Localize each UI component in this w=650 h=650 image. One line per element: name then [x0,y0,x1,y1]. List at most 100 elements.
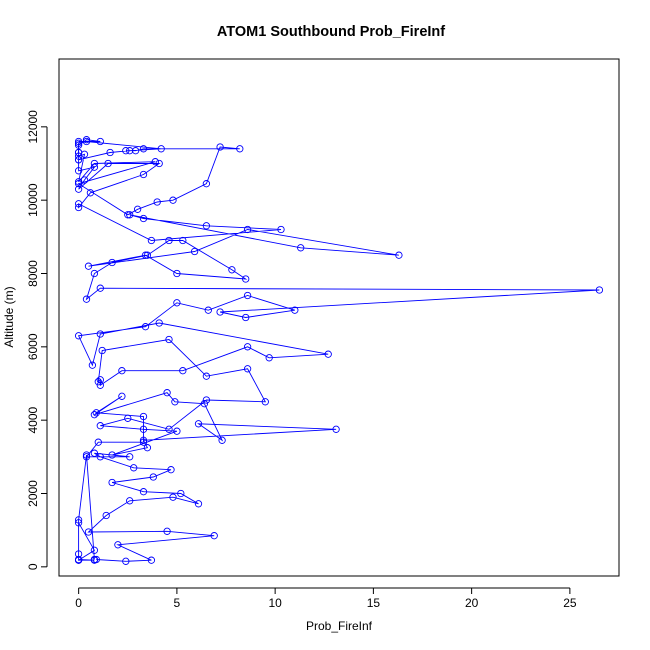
data-point [177,489,185,498]
data-point [139,425,148,433]
data-point [165,335,173,344]
x-tick-label: 15 [367,596,381,610]
data-point [143,251,152,259]
series-line [78,454,96,562]
data-point [165,236,173,245]
x-tick-label: 25 [563,596,577,610]
series-layer [74,136,604,565]
data-point [104,159,112,168]
data-point [90,449,99,457]
data-point [74,332,83,340]
data-point [96,330,104,338]
data-point [171,398,179,406]
data-point [173,427,181,435]
data-point [108,258,116,267]
data-point [96,453,104,461]
data-point [242,313,250,322]
data-point [194,420,203,428]
data-point [126,497,134,505]
data-point [194,500,203,508]
data-point [210,532,218,540]
data-point [131,147,140,155]
data-point [216,143,224,151]
data-point [595,286,604,294]
data-point [94,438,102,446]
data-point [90,159,99,168]
y-tick-label: 6000 [26,333,40,360]
data-point [297,244,305,252]
data-point [74,180,83,188]
data-point [122,147,130,155]
data-point [74,167,83,175]
data-point [90,269,99,278]
data-point [74,185,83,193]
data-point [218,436,226,444]
data-point [74,519,83,527]
data-point [204,306,212,314]
data-point [90,411,99,419]
data-point [202,222,211,230]
data-point [84,528,93,536]
data-point [277,225,285,234]
x-tick-label: 0 [75,596,82,610]
data-point [122,557,130,565]
data-point [147,236,156,245]
y-tick-label: 2000 [26,480,40,507]
data-point [126,211,134,219]
data-point [173,269,181,278]
data-point [242,275,250,283]
y-tick-label: 4000 [26,406,40,433]
series-line [77,141,600,562]
data-point [124,211,132,219]
data-point [139,145,148,153]
data-point [126,453,134,461]
data-point [139,170,148,179]
data-point [236,145,244,153]
data-point [165,425,173,433]
data-point [395,251,403,259]
data-point [155,159,163,168]
data-point [261,398,269,406]
data-point [86,189,95,197]
series-1 [74,137,604,565]
data-point [139,488,148,496]
data-point [141,251,150,259]
data-point [155,319,163,327]
data-point [243,225,252,234]
data-point [124,414,132,422]
data-point [82,451,91,459]
series-3 [74,136,104,157]
data-point [243,365,252,373]
data-point [139,438,148,446]
series-line [78,139,101,153]
data-point [74,178,83,186]
data-point [74,203,83,212]
data-point [190,247,199,256]
data-point [143,444,152,452]
data-point [96,422,104,430]
y-axis-label: Altitude (m) [2,286,16,347]
data-point [179,236,187,245]
data-point [200,400,209,408]
data-point [202,396,211,404]
y-tick-label: 8000 [26,260,40,287]
data-point [141,323,150,331]
data-point [118,367,126,375]
data-point [149,473,157,481]
data-point [130,464,138,472]
data-point [74,516,83,524]
y-tick-label: 12000 [26,110,40,144]
y-tick-label: 10000 [26,183,40,217]
data-point [153,198,161,206]
data-point [147,556,156,564]
data-point [90,555,99,564]
data-point [179,367,187,375]
data-point [173,299,181,307]
data-point [167,466,175,474]
data-point [324,350,332,358]
data-point [139,436,148,444]
x-tick-label: 10 [268,596,282,610]
data-point [102,511,110,520]
data-point [84,262,93,270]
